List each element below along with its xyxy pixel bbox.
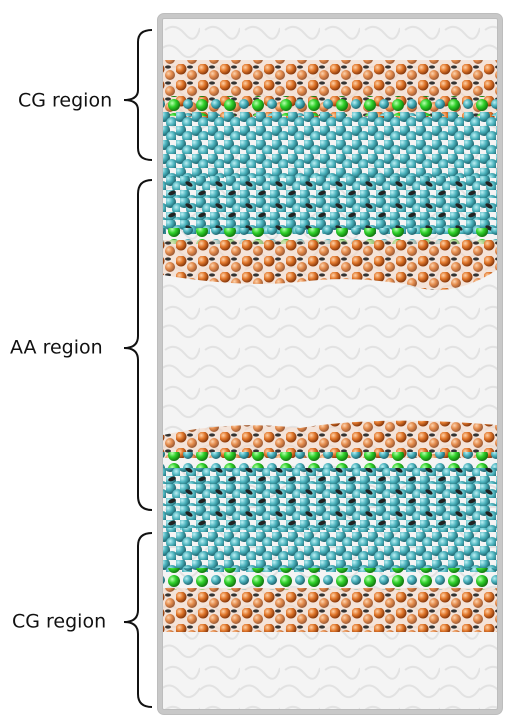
tail-layer bbox=[163, 176, 497, 234]
simulation-box bbox=[160, 16, 500, 712]
brace bbox=[124, 30, 152, 160]
brace bbox=[124, 180, 152, 510]
tail-layer bbox=[163, 112, 497, 178]
tail-layer bbox=[163, 468, 497, 530]
headgroup-layer bbox=[163, 588, 497, 632]
figure: CG region AA region CG region bbox=[0, 0, 508, 719]
region-label: CG region bbox=[12, 611, 106, 633]
brace bbox=[124, 533, 152, 707]
region-label: CG region bbox=[18, 90, 112, 112]
region-label: AA region bbox=[10, 337, 103, 359]
glycerol-layer bbox=[163, 452, 497, 470]
tail-layer bbox=[163, 528, 497, 572]
glycerol-layer bbox=[163, 568, 497, 590]
